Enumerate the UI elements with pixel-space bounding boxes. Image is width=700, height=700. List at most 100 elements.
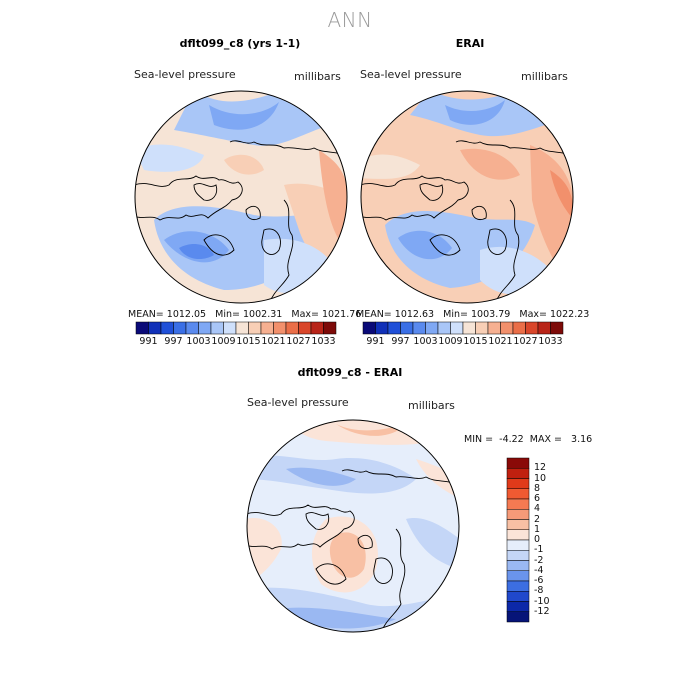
colorbar-tick-label: -10 [534, 595, 550, 607]
colorbar-tick-label: 1033 [538, 336, 563, 347]
colorbar-tick-label: -4 [534, 564, 544, 576]
max-value: 1021.76 [322, 309, 362, 320]
colorbar-tick-label: 12 [534, 462, 547, 474]
field-label-diff: Sea-level pressure [247, 396, 349, 409]
colorbar-swatch [135, 321, 149, 335]
colorbar-swatch [475, 321, 489, 335]
stats-diff: MIN = -4.22 MAX = 3.16 [464, 434, 592, 445]
colorbar-swatch [425, 321, 439, 335]
colorbar-swatch [550, 321, 564, 335]
colorbar-ticks-obs: 991 997 1003 1009 1015 1021 1027 1033 [363, 336, 563, 350]
colorbar-swatch [362, 321, 376, 335]
mean-label: MEAN= [356, 309, 392, 320]
stats-model: MEAN= 1012.05 Min= 1002.31 Max= 1021.76 [128, 309, 361, 320]
colorbar-swatch [400, 321, 414, 335]
colorbar-swatch [412, 321, 426, 335]
colorbar-swatch [506, 529, 530, 541]
colorbar-swatch [298, 321, 312, 335]
colorbar-swatch [506, 519, 530, 530]
colorbar-swatch [223, 321, 237, 335]
colorbar-swatch [148, 321, 162, 335]
mean-label: MEAN= [128, 309, 164, 320]
colorbar-obs [362, 321, 564, 335]
colorbar-tick-label: -1 [534, 544, 544, 556]
min-value: 1003.79 [471, 309, 511, 320]
min-label: Min= [443, 309, 468, 320]
colorbar-swatch [525, 321, 539, 335]
colorbar-swatch [506, 509, 530, 520]
colorbar-swatch [462, 321, 476, 335]
min-value: -4.22 [499, 434, 524, 445]
colorbar-swatch [185, 321, 199, 335]
colorbar-swatch [260, 321, 274, 335]
colorbar-tick-label: 1027 [513, 336, 538, 347]
colorbar-swatch [487, 321, 501, 335]
polar-map-diff [246, 419, 460, 633]
colorbar-swatch [506, 560, 530, 571]
panel-title-diff: dflt099_c8 - ERAI [297, 366, 403, 379]
max-label: Max= [291, 309, 319, 320]
polar-map-model [134, 90, 348, 304]
units-label-model: millibars [294, 70, 341, 83]
colorbar-ticks-model: 991 997 1003 1009 1015 1021 1027 1033 [136, 336, 336, 350]
min-label: Min= [215, 309, 240, 320]
colorbar-swatch [512, 321, 526, 335]
colorbar-swatch [210, 321, 224, 335]
colorbar-tick-label: 1015 [236, 336, 261, 347]
mean-value: 1012.63 [394, 309, 435, 320]
colorbar-swatch [248, 321, 262, 335]
page-title: ANN [327, 8, 373, 32]
colorbar-swatch [537, 321, 551, 335]
colorbar-tick-label: -2 [534, 554, 544, 566]
max-label: MAX = [529, 434, 562, 445]
colorbar-tick-label: 10 [534, 472, 547, 484]
colorbar-swatch [437, 321, 451, 335]
colorbar-tick-label: 1021 [488, 336, 513, 347]
colorbar-tick-label: 1015 [463, 336, 488, 347]
colorbar-tick-label: 991 [139, 336, 158, 347]
colorbar-swatch [173, 321, 187, 335]
colorbar-swatch [273, 321, 287, 335]
colorbar-tick-label: 991 [366, 336, 385, 347]
colorbar-tick-label: 0 [534, 534, 541, 545]
colorbar-swatch [506, 580, 530, 592]
colorbar-tick-label: 1009 [211, 336, 236, 347]
colorbar-tick-label: 1 [534, 523, 541, 535]
max-label: Max= [519, 309, 547, 320]
colorbar-tick-label: 2 [534, 513, 541, 525]
colorbar-tick-label: -6 [534, 575, 544, 586]
colorbar-swatch [375, 321, 389, 335]
colorbar-ticks-diff: 12 10 8 6 4 2 1 0 -1 -2 -4 -6 -8 -10 -12 [534, 458, 574, 622]
colorbar-tick-label: -8 [534, 585, 544, 597]
colorbar-swatch [323, 321, 337, 335]
field-label-obs: Sea-level pressure [360, 68, 462, 81]
colorbar-tick-label: -12 [534, 605, 550, 617]
colorbar-swatch [506, 611, 530, 623]
colorbar-swatch [387, 321, 401, 335]
colorbar-swatch [506, 591, 530, 602]
colorbar-tick-label: 1003 [413, 336, 438, 347]
colorbar-swatch [160, 321, 174, 335]
colorbar-tick-label: 1027 [286, 336, 311, 347]
colorbar-swatch [506, 550, 530, 561]
max-value: 3.16 [571, 434, 593, 445]
field-label-model: Sea-level pressure [134, 68, 236, 81]
colorbar-swatch [506, 457, 530, 469]
colorbar-tick-label: 997 [391, 336, 410, 347]
colorbar-swatch [506, 539, 530, 551]
colorbar-swatch [506, 478, 530, 489]
colorbar-swatch [285, 321, 299, 335]
units-label-obs: millibars [521, 70, 568, 83]
colorbar-swatch [506, 488, 530, 500]
panel-title-obs: ERAI [455, 37, 485, 50]
colorbar-tick-label: 8 [534, 482, 541, 494]
colorbar-swatch [506, 570, 530, 582]
colorbar-swatch [450, 321, 464, 335]
polar-map-obs [360, 90, 574, 304]
mean-value: 1012.05 [166, 309, 207, 320]
colorbar-swatch [500, 321, 514, 335]
min-label: MIN = [464, 434, 494, 445]
colorbar-tick-label: 1009 [438, 336, 463, 347]
panel-title-model: dflt099_c8 (yrs 1-1) [179, 37, 301, 50]
colorbar-tick-label: 1033 [311, 336, 336, 347]
